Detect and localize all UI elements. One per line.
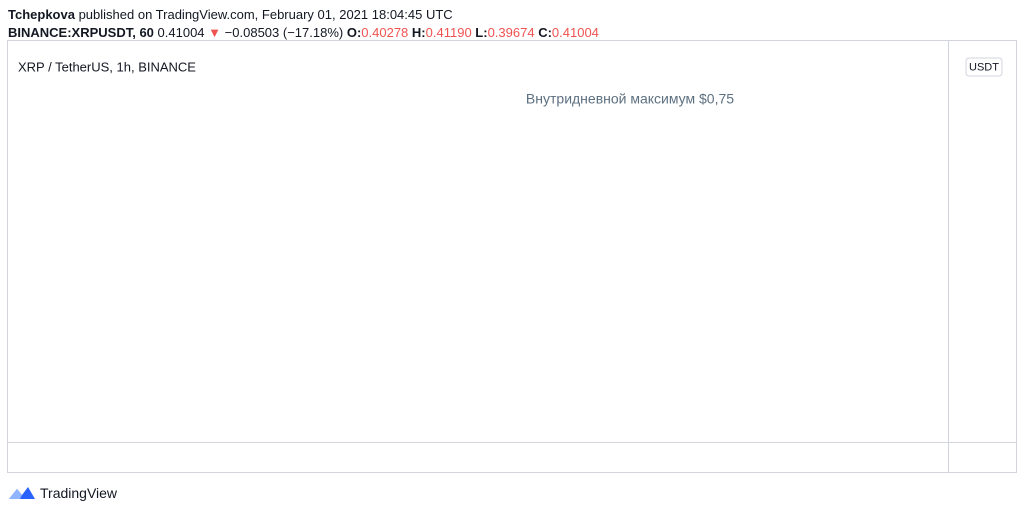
down-arrow: ▼ xyxy=(208,25,222,40)
logo xyxy=(9,487,35,499)
header-line-2: BINANCE:XRPUSDT, 60 0.41004 ▼ −0.08503 (… xyxy=(8,24,599,42)
c: 0.41004 xyxy=(551,25,599,40)
currency-button[interactable] xyxy=(965,57,1003,77)
c-label: C: xyxy=(538,25,552,40)
brand: TradingView xyxy=(40,485,118,501)
h: 0.41190 xyxy=(425,25,472,40)
chart-frame xyxy=(7,40,1017,473)
symbol: BINANCE:XRPUSDT, 60 xyxy=(8,25,154,40)
l-label: L: xyxy=(475,25,488,40)
annotation: Внутридневной максимум $0,75 xyxy=(526,91,734,107)
author: Tchepkova xyxy=(8,7,75,22)
header-line-1: Tchepkova published on TradingView.com, … xyxy=(8,6,599,24)
header: Tchepkova published on TradingView.com, … xyxy=(8,6,599,42)
l: 0.39674 xyxy=(487,25,535,40)
currency-label: USDT xyxy=(969,61,999,73)
footer: TradingView xyxy=(8,484,117,502)
o: 0.40278 xyxy=(361,25,409,40)
published: published on TradingView.com, February 0… xyxy=(78,7,453,22)
change: −0.08503 (−17.18%) xyxy=(224,25,344,40)
o-label: O: xyxy=(346,25,362,40)
last: 0.41004 xyxy=(157,25,205,40)
series-legend: XRP / TetherUS, 1h, BINANCE xyxy=(18,59,196,74)
h-label: H: xyxy=(411,25,426,40)
